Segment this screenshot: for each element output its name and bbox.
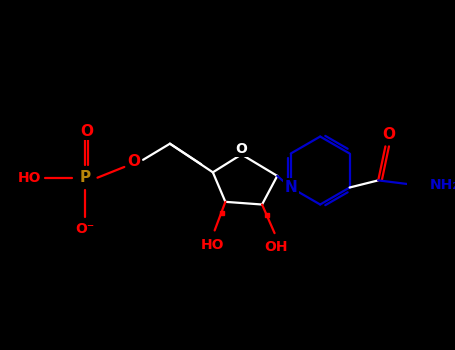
Text: HO: HO [201, 238, 225, 252]
Text: O: O [383, 127, 395, 142]
Text: OH: OH [265, 240, 288, 254]
Text: NH₂: NH₂ [430, 178, 455, 192]
Text: O: O [128, 154, 141, 169]
Text: O: O [80, 124, 93, 139]
Text: N: N [284, 180, 297, 195]
Text: O: O [236, 142, 248, 156]
Text: P: P [80, 170, 91, 185]
Text: HO: HO [18, 171, 41, 185]
Text: O⁻: O⁻ [76, 222, 95, 236]
